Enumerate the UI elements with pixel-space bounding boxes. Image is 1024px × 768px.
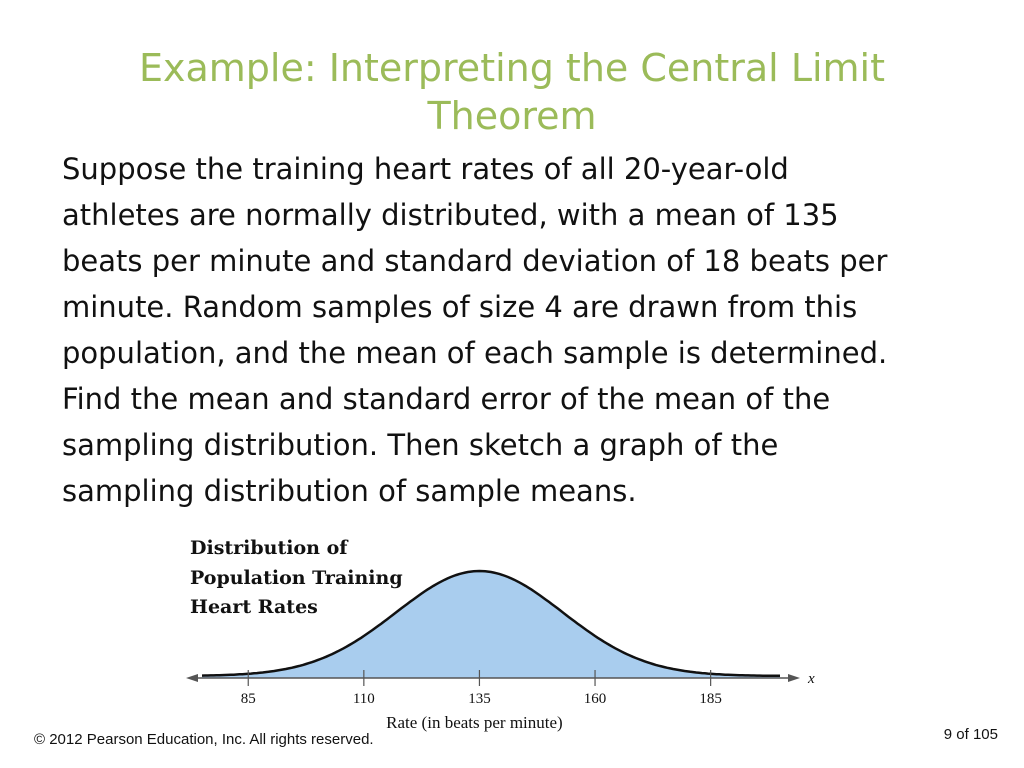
page-number: 9 of 105	[943, 726, 998, 743]
body-line: athletes are normally distributed, with …	[62, 198, 839, 232]
x-ticks: 85 110 135 160 185	[241, 670, 722, 707]
body-line: minute. Random samples of size 4 are dra…	[62, 290, 858, 324]
body-line: sampling distribution. Then sketch a gra…	[62, 428, 779, 462]
x-tick-label: 85	[241, 691, 256, 707]
chart-title-line: Population Training	[190, 567, 403, 589]
body-line: sampling distribution of sample means.	[62, 474, 637, 508]
body-line: population, and the mean of each sample …	[62, 336, 888, 370]
x-axis-label: Rate (in beats per minute)	[386, 713, 563, 732]
slide-title-line: Theorem	[427, 94, 597, 138]
axis-variable-label: x	[807, 671, 815, 687]
chart-title-line: Distribution of	[190, 537, 349, 559]
slide-body-text: Suppose the training heart rates of all …	[62, 146, 962, 514]
body-line: Suppose the training heart rates of all …	[62, 152, 789, 186]
x-tick-label: 185	[699, 691, 722, 707]
distribution-curve	[201, 569, 780, 678]
normal-distribution-chart: Distribution of Population Training Hear…	[180, 530, 820, 740]
axis-arrow-right-icon	[788, 674, 800, 682]
axis-arrow-left-icon	[186, 674, 198, 682]
x-tick-label: 160	[584, 691, 607, 707]
chart-title-line: Heart Rates	[190, 596, 318, 618]
x-tick-label: 110	[353, 691, 375, 707]
copyright-notice: © 2012 Pearson Education, Inc. All right…	[34, 731, 374, 748]
slide-title: Example: Interpreting the Central Limit …	[100, 44, 924, 140]
body-line: Find the mean and standard error of the …	[62, 382, 831, 416]
distribution-area	[202, 571, 780, 678]
slide-title-line: Example: Interpreting the Central Limit	[138, 46, 886, 90]
x-tick-label: 135	[468, 691, 491, 707]
body-line: beats per minute and standard deviation …	[62, 244, 888, 278]
chart-svg: Distribution of Population Training Hear…	[186, 537, 815, 732]
